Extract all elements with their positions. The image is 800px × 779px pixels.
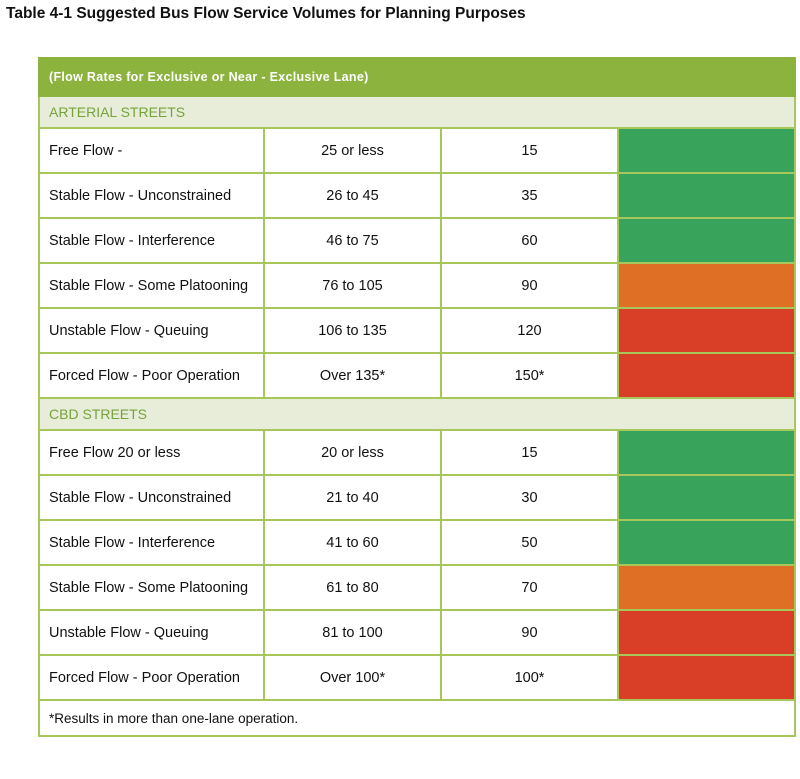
- range-cell: 46 to 75: [263, 217, 442, 264]
- table-row: Unstable Flow - Queuing 106 to 135 120: [38, 307, 797, 354]
- footnote: *Results in more than one-lane operation…: [37, 699, 797, 737]
- value-cell: 50: [440, 519, 619, 566]
- range-cell: 20 or less: [263, 429, 442, 476]
- range-cell: 25 or less: [263, 127, 442, 174]
- table-row: Free Flow 20 or less 20 or less 15: [38, 429, 797, 476]
- level-color-swatch: [616, 474, 797, 521]
- condition-cell: Unstable Flow - Queuing: [38, 609, 265, 656]
- table-row: Stable Flow - Unconstrained 21 to 40 30: [38, 474, 797, 521]
- level-color-swatch: [616, 564, 797, 611]
- table-row: Stable Flow - Unconstrained 26 to 45 35: [38, 172, 797, 219]
- value-cell: 60: [440, 217, 619, 264]
- condition-cell: Stable Flow - Unconstrained: [38, 172, 265, 219]
- level-color-swatch: [616, 262, 797, 309]
- range-cell: Over 135*: [263, 352, 442, 399]
- level-color-swatch: [616, 217, 797, 264]
- condition-cell: Forced Flow - Poor Operation: [38, 654, 265, 701]
- level-color-swatch: [616, 609, 797, 656]
- condition-cell: Stable Flow - Some Platooning: [38, 262, 265, 309]
- section-header-row: ARTERIAL STREETS: [37, 95, 797, 129]
- condition-cell: Free Flow -: [38, 127, 265, 174]
- range-cell: 41 to 60: [263, 519, 442, 566]
- condition-cell: Stable Flow - Unconstrained: [38, 474, 265, 521]
- level-color-swatch: [616, 172, 797, 219]
- range-cell: 76 to 105: [263, 262, 442, 309]
- table-row: Forced Flow - Poor Operation Over 100* 100…: [38, 654, 797, 701]
- condition-cell: Unstable Flow - Queuing: [38, 307, 265, 354]
- level-color-swatch: [616, 429, 797, 476]
- range-cell: 61 to 80: [263, 564, 442, 611]
- section-label: CBD STREETS: [37, 397, 797, 431]
- level-color-swatch: [616, 307, 797, 354]
- table-header-row: (Flow Rates for Exclusive or Near - Excl…: [37, 57, 797, 97]
- level-color-swatch: [616, 127, 797, 174]
- condition-cell: Free Flow 20 or less: [38, 429, 265, 476]
- page-title: Table 4-1 Suggested Bus Flow Service Vol…: [6, 5, 526, 22]
- value-cell: 100*: [440, 654, 619, 701]
- footnote-row: *Results in more than one-lane operation…: [37, 699, 797, 737]
- level-color-swatch: [616, 654, 797, 701]
- table-row: Stable Flow - Interference 41 to 60 50: [38, 519, 797, 566]
- table-row: Free Flow -25 or less 15: [38, 127, 797, 174]
- header-caption: (Flow Rates for Exclusive or Near - Excl…: [37, 57, 797, 97]
- value-cell: 15: [440, 429, 619, 476]
- value-cell: 90: [440, 609, 619, 656]
- section-label: ARTERIAL STREETS: [37, 95, 797, 129]
- table-row: Stable Flow - Interference 46 to 75 60: [38, 217, 797, 264]
- range-cell: Over 100*: [263, 654, 442, 701]
- range-cell: 81 to 100: [263, 609, 442, 656]
- level-color-swatch: [616, 519, 797, 566]
- value-cell: 90: [440, 262, 619, 309]
- range-cell: 21 to 40: [263, 474, 442, 521]
- table-row: Unstable Flow - Queuing 81 to 100 90: [38, 609, 797, 656]
- level-color-swatch: [616, 352, 797, 399]
- value-cell: 15: [440, 127, 619, 174]
- table-row: Stable Flow - Some Platooning 76 to 105 90: [38, 262, 797, 309]
- condition-cell: Stable Flow - Interference: [38, 217, 265, 264]
- value-cell: 35: [440, 172, 619, 219]
- value-cell: 70: [440, 564, 619, 611]
- table-row: Stable Flow - Some Platooning 61 to 80 70: [38, 564, 797, 611]
- value-cell: 30: [440, 474, 619, 521]
- condition-cell: Stable Flow - Some Platooning: [38, 564, 265, 611]
- range-cell: 106 to 135: [263, 307, 442, 354]
- condition-cell: Forced Flow - Poor Operation: [38, 352, 265, 399]
- bus-flow-table: (Flow Rates for Exclusive or Near - Excl…: [37, 57, 797, 737]
- range-cell: 26 to 45: [263, 172, 442, 219]
- value-cell: 120: [440, 307, 619, 354]
- value-cell: 150*: [440, 352, 619, 399]
- section-header-row: CBD STREETS: [37, 397, 797, 431]
- condition-cell: Stable Flow - Interference: [38, 519, 265, 566]
- table-row: Forced Flow - Poor Operation Over 135* 150…: [38, 352, 797, 399]
